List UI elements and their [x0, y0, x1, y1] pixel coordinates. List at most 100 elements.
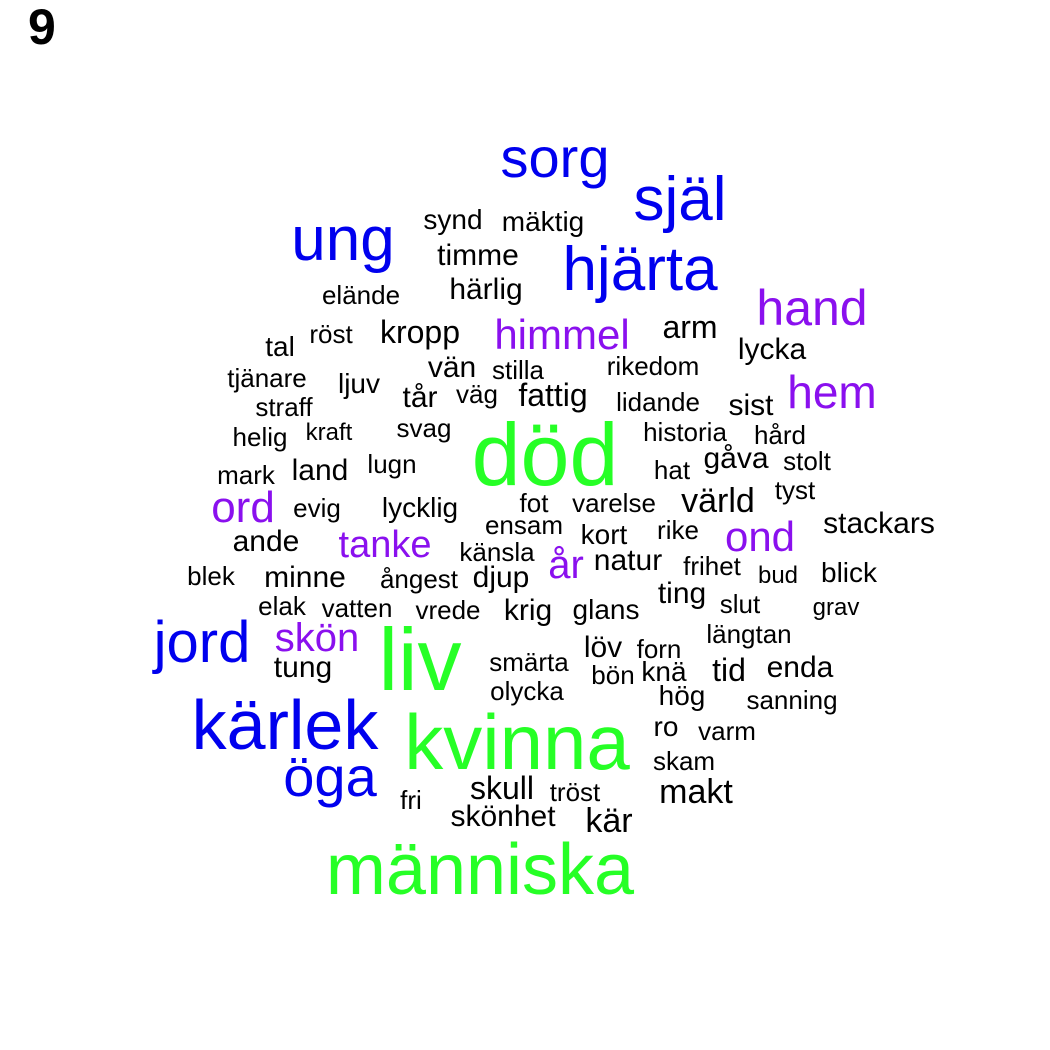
word-dod: död	[471, 405, 619, 504]
word-skull: skull	[469, 770, 535, 806]
word-vatten: vatten	[321, 593, 393, 623]
word-rikedom: rikedom	[606, 351, 700, 381]
word-langtan: längtan	[706, 619, 792, 649]
word-stolt: stolt	[783, 446, 831, 476]
word-harlig: härlig	[449, 273, 523, 306]
word-oga: öga	[283, 745, 377, 808]
word-tal: tal	[265, 331, 295, 362]
word-blek: blek	[187, 561, 235, 591]
word-svag: svag	[396, 413, 452, 443]
word-evig: evig	[293, 493, 341, 523]
word-enda: enda	[766, 651, 834, 684]
word-kna: knä	[641, 656, 687, 687]
word-slut: slut	[719, 589, 761, 619]
word-timme: timme	[437, 239, 519, 272]
word-hand: hand	[756, 280, 868, 336]
word-rost: röst	[309, 319, 353, 349]
word-lidande: lidande	[616, 387, 700, 417]
word-ung: ung	[291, 205, 395, 274]
word-bud: bud	[757, 562, 799, 589]
word-frihet: frihet	[683, 551, 741, 581]
word-ro: ro	[653, 711, 679, 742]
word-smarta: smärta	[489, 647, 569, 677]
word-angest: ångest	[379, 564, 459, 594]
word-tyst: tyst	[774, 475, 816, 505]
word-historia: historia	[643, 417, 727, 447]
word-tid: tid	[712, 652, 746, 688]
word-sist: sist	[728, 389, 774, 422]
word-glans: glans	[572, 594, 640, 625]
word-varm: varm	[698, 716, 756, 746]
word-himmel: himmel	[494, 311, 630, 358]
word-hard: hård	[753, 420, 807, 450]
word-ord: ord	[211, 483, 275, 532]
word-skon: skön	[274, 616, 360, 660]
word-hem: hem	[787, 366, 877, 418]
word-rike: rike	[657, 515, 699, 545]
word-land: land	[291, 454, 349, 487]
word-trost: tröst	[549, 777, 601, 807]
word-vrede: vrede	[415, 595, 481, 625]
word-tar: tår	[402, 381, 438, 414]
word-varld: värld	[681, 482, 755, 520]
word-varelse: varelse	[572, 488, 656, 518]
panel-label: 9	[28, 0, 56, 55]
word-tung: tung	[273, 651, 333, 684]
word-lov: löv	[583, 631, 623, 664]
word-ensam: ensam	[484, 510, 564, 540]
word-ond: ond	[724, 513, 796, 560]
word-kansla: känsla	[459, 537, 535, 567]
word-liv: liv	[378, 610, 462, 709]
word-tanke: tanke	[338, 524, 432, 566]
word-kort: kort	[580, 519, 628, 550]
word-ande: ande	[232, 525, 300, 558]
word-synd: synd	[423, 204, 483, 235]
word-lycklig: lycklig	[381, 492, 459, 523]
word-manniska: människa	[325, 830, 635, 910]
word-fot: fot	[519, 488, 549, 518]
word-forn: forn	[636, 634, 682, 664]
word-helig: helig	[232, 422, 288, 452]
word-kraft: kraft	[305, 419, 353, 446]
word-hjarta: hjärta	[562, 235, 718, 304]
word-tjanare: tjänare	[227, 363, 307, 393]
word-vag: väg	[456, 379, 498, 409]
word-van: vän	[427, 351, 477, 384]
word-natur: natur	[593, 544, 663, 577]
word-ar: år	[548, 543, 584, 587]
word-stilla: stilla	[491, 355, 545, 385]
word-kropp: kropp	[379, 314, 461, 350]
word-skonhet: skönhet	[450, 800, 556, 833]
word-bon: bön	[591, 660, 635, 690]
word-arm: arm	[662, 309, 718, 345]
word-sanning: sanning	[746, 685, 838, 715]
word-hog: hög	[658, 680, 706, 711]
word-stackars: stackars	[823, 507, 935, 540]
word-krig: krig	[503, 594, 553, 627]
word-fri: fri	[400, 785, 422, 815]
word-skam: skam	[652, 746, 716, 776]
word-olycka: olycka	[490, 676, 564, 706]
word-maktig: mäktig	[501, 206, 585, 237]
word-ting: ting	[657, 577, 707, 610]
word-kar: kär	[585, 802, 633, 840]
word-blick: blick	[820, 557, 878, 588]
word-djup: djup	[472, 561, 530, 594]
word-gava: gåva	[703, 442, 769, 475]
word-lugn: lugn	[367, 449, 417, 479]
word-hat: hat	[653, 455, 691, 485]
word-sjal: själ	[633, 165, 727, 234]
word-mark: mark	[217, 460, 275, 490]
word-ljuv: ljuv	[337, 368, 381, 399]
word-sorg: sorg	[500, 126, 610, 189]
word-kvinna: kvinna	[404, 698, 630, 786]
word-elande: elände	[321, 280, 401, 310]
word-grav: grav	[812, 594, 860, 621]
word-lycka: lycka	[737, 333, 807, 366]
word-fattig: fattig	[518, 377, 588, 413]
word-minne: minne	[264, 561, 346, 594]
word-jord: jord	[153, 610, 251, 675]
word-karlek: kärlek	[191, 686, 379, 764]
word-straff: straff	[255, 392, 313, 422]
